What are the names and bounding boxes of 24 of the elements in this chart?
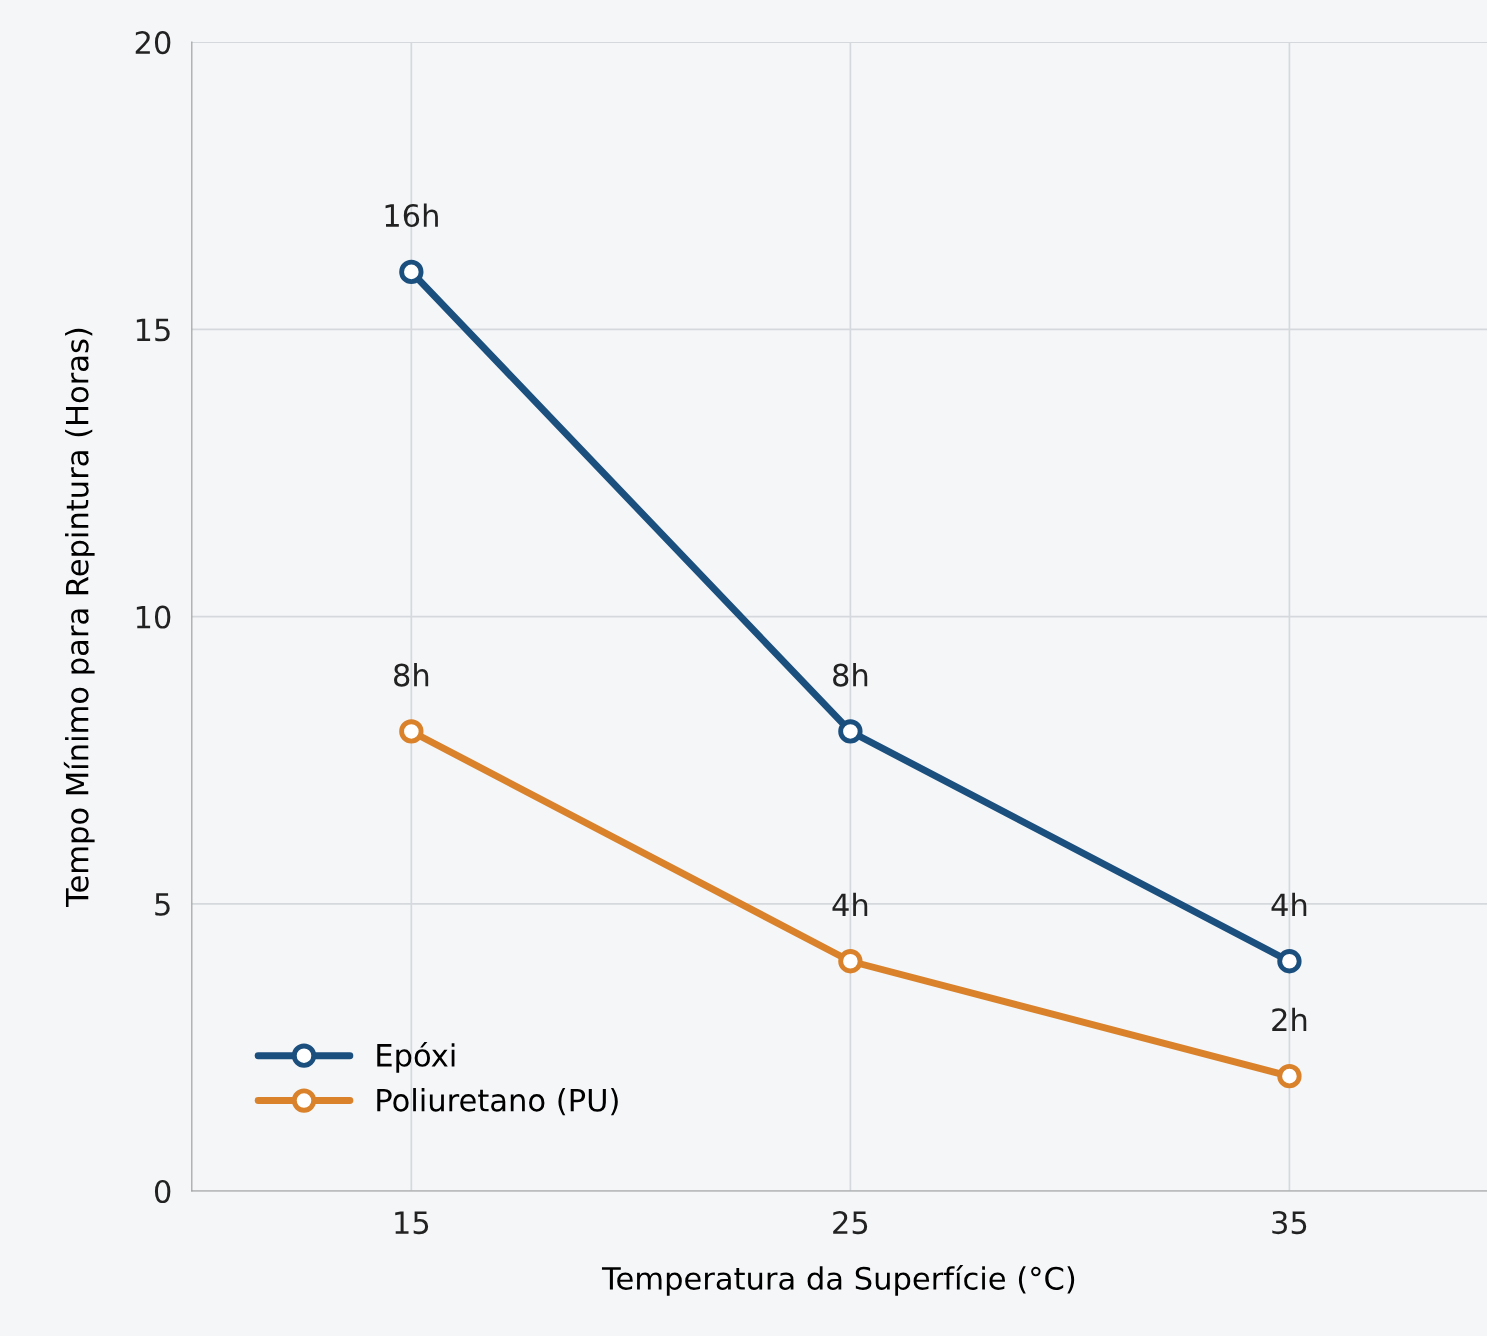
y-axis-title: Tempo Mínimo para Repintura (Horas) <box>63 328 95 908</box>
y-tick-label: 5 <box>155 893 170 916</box>
data-label: 4h <box>832 892 868 917</box>
x-tick-label: 15 <box>395 1211 429 1235</box>
data-label: 16h <box>385 203 438 228</box>
point <box>838 719 863 744</box>
point <box>1277 949 1302 974</box>
y-tick-label: 0 <box>154 1179 171 1204</box>
data-label: 4h <box>1271 892 1307 917</box>
data-label: 8h <box>833 663 868 687</box>
point <box>838 949 863 974</box>
x-tick-label: 25 <box>833 1211 868 1235</box>
data-label: 8h <box>394 663 429 687</box>
legend-label: Poliuretano (PU) <box>377 1088 618 1116</box>
y-tick-label: 20 <box>135 31 171 55</box>
y-tick-label: 15 <box>136 318 170 342</box>
x-tick-label: 35 <box>1272 1211 1307 1235</box>
point <box>399 719 424 744</box>
x-axis-title: Temperatura da Superfície (°C) <box>601 1265 1075 1296</box>
y-tick-label: 10 <box>136 605 171 629</box>
point <box>1277 1064 1302 1089</box>
point <box>399 259 424 285</box>
legend-label: Epóxi <box>377 1041 455 1073</box>
data-label: 2h <box>1272 1007 1307 1031</box>
